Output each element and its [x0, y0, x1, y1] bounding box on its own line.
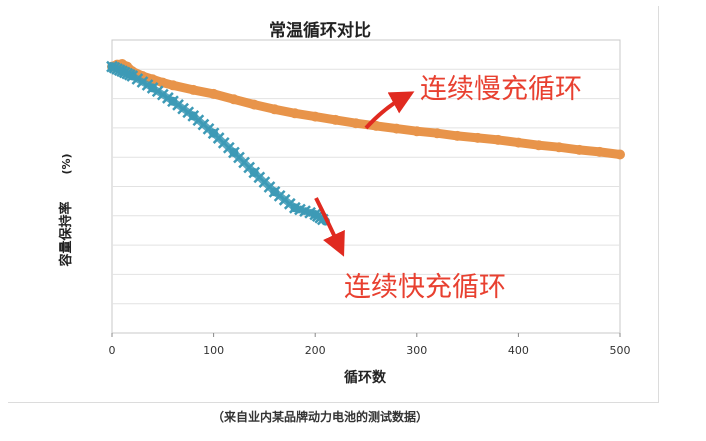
- data-point-slow-charge: [391, 123, 402, 134]
- data-point-slow-charge: [472, 132, 483, 143]
- x-tick-label: 400: [508, 344, 529, 357]
- data-point-slow-charge: [310, 111, 321, 122]
- data-point-slow-charge: [157, 77, 168, 88]
- y-axis-unit: (%): [60, 153, 73, 174]
- figure-caption: （来自业内某品牌动力电池的测试数据）: [211, 410, 428, 424]
- data-point-slow-charge: [249, 99, 260, 110]
- x-axis-label: 循环数: [344, 369, 387, 386]
- data-point-slow-charge: [228, 94, 239, 105]
- data-point-slow-charge: [452, 130, 463, 141]
- x-tick-label: 200: [305, 344, 326, 357]
- data-point-slow-charge: [330, 114, 341, 125]
- data-point-slow-charge: [289, 108, 300, 119]
- data-point-slow-charge: [574, 144, 585, 155]
- data-point-slow-charge: [188, 84, 199, 95]
- data-point-slow-charge: [411, 126, 422, 137]
- x-tick-label: 300: [406, 344, 427, 357]
- data-point-slow-charge: [432, 128, 443, 139]
- data-point-slow-charge: [168, 80, 178, 91]
- data-point-slow-charge: [615, 149, 625, 160]
- x-tick-label: 100: [203, 344, 224, 357]
- data-point-slow-charge: [208, 88, 219, 99]
- data-point-slow-charge: [594, 146, 605, 157]
- y-axis-label: 容量保持率: [58, 201, 74, 267]
- series-layer: [106, 59, 625, 226]
- data-point-slow-charge: [554, 142, 564, 153]
- grid: [111, 39, 621, 334]
- arrow-fast-charge: [314, 197, 345, 257]
- data-point-slow-charge: [533, 140, 544, 151]
- arrow-slow-charge: [364, 91, 415, 130]
- data-point-slow-charge: [371, 120, 382, 131]
- annotation-fast-charge: 连续快充循环: [344, 272, 506, 303]
- data-point-slow-charge: [350, 118, 361, 129]
- chart-title: 常温循环对比: [269, 21, 371, 41]
- figure-frame: [8, 6, 659, 403]
- x-tick-label: 0: [109, 344, 116, 357]
- axes: 0 100 200 300 400 500: [109, 333, 631, 357]
- data-point-slow-charge: [269, 104, 280, 115]
- data-point-slow-charge: [513, 137, 524, 148]
- annotation-slow-charge: 连续慢充循环: [420, 74, 582, 105]
- data-point-slow-charge: [493, 134, 504, 145]
- x-tick-label: 500: [610, 344, 631, 357]
